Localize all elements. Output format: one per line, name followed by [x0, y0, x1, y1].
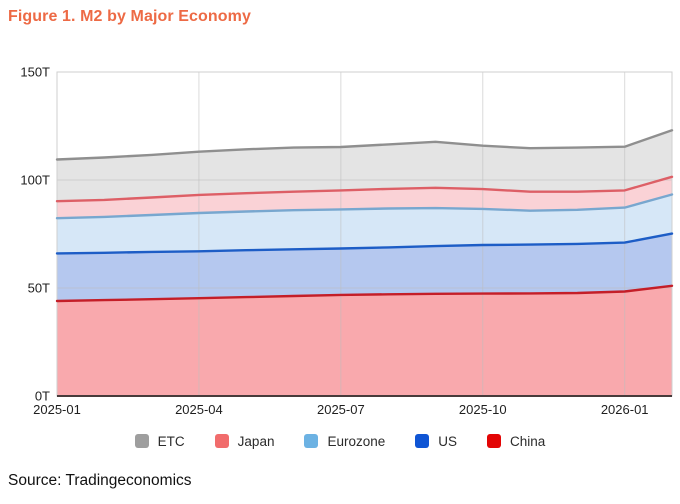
- x-tick-label-2026-01: 2026-01: [601, 402, 649, 417]
- y-tick-label-100t: 100T: [20, 173, 50, 188]
- legend-swatch-etc-icon: [134, 434, 149, 448]
- legend-label-us: US: [438, 433, 458, 449]
- legend-item-eurozone: Eurozone: [304, 434, 385, 449]
- legend-label-etc: ETC: [157, 433, 185, 449]
- legend-swatch-china-icon: [487, 434, 502, 448]
- y-tick-label-0t: 0T: [35, 389, 50, 404]
- x-tick-label-2025-07: 2025-07: [317, 402, 365, 417]
- y-axis-tick-labels: 150T 100T 50T 0T: [20, 65, 50, 404]
- x-tick-label-2025-04: 2025-04: [175, 402, 223, 417]
- legend-item-china: China: [487, 434, 545, 449]
- m2-chart: 150T 100T 50T 0T 2025-01 2025-04 2025-07…: [20, 65, 674, 417]
- y-tick-label-50t: 50T: [28, 281, 50, 296]
- y-tick-label-150t: 150T: [20, 65, 50, 80]
- chart-areas: [57, 130, 672, 396]
- x-tick-label-2025-10: 2025-10: [459, 402, 507, 417]
- legend-label-china: China: [510, 433, 546, 449]
- chart-gridlines: [57, 72, 672, 396]
- legend-item-us: US: [415, 434, 457, 449]
- x-axis-tick-labels: 2025-01 2025-04 2025-07 2025-10 2026-01: [33, 402, 648, 417]
- legend-label-japan: Japan: [237, 433, 275, 449]
- legend-item-japan: Japan: [214, 433, 275, 449]
- legend-label-eurozone: Eurozone: [327, 433, 386, 449]
- page-title: Figure 1. M2 by Major Economy: [8, 8, 251, 25]
- x-tick-label-2025-01: 2025-01: [33, 402, 81, 417]
- legend-swatch-japan-icon: [214, 434, 229, 448]
- legend-swatch-eurozone-icon: [304, 434, 319, 448]
- chart-legend: ETC Japan Eurozone US China: [0, 430, 680, 452]
- legend-swatch-us-icon: [415, 434, 430, 448]
- source-text: Source: Tradingeconomics: [8, 472, 192, 489]
- legend-item-etc: ETC: [134, 433, 185, 449]
- chart-lines: [55, 129, 674, 303]
